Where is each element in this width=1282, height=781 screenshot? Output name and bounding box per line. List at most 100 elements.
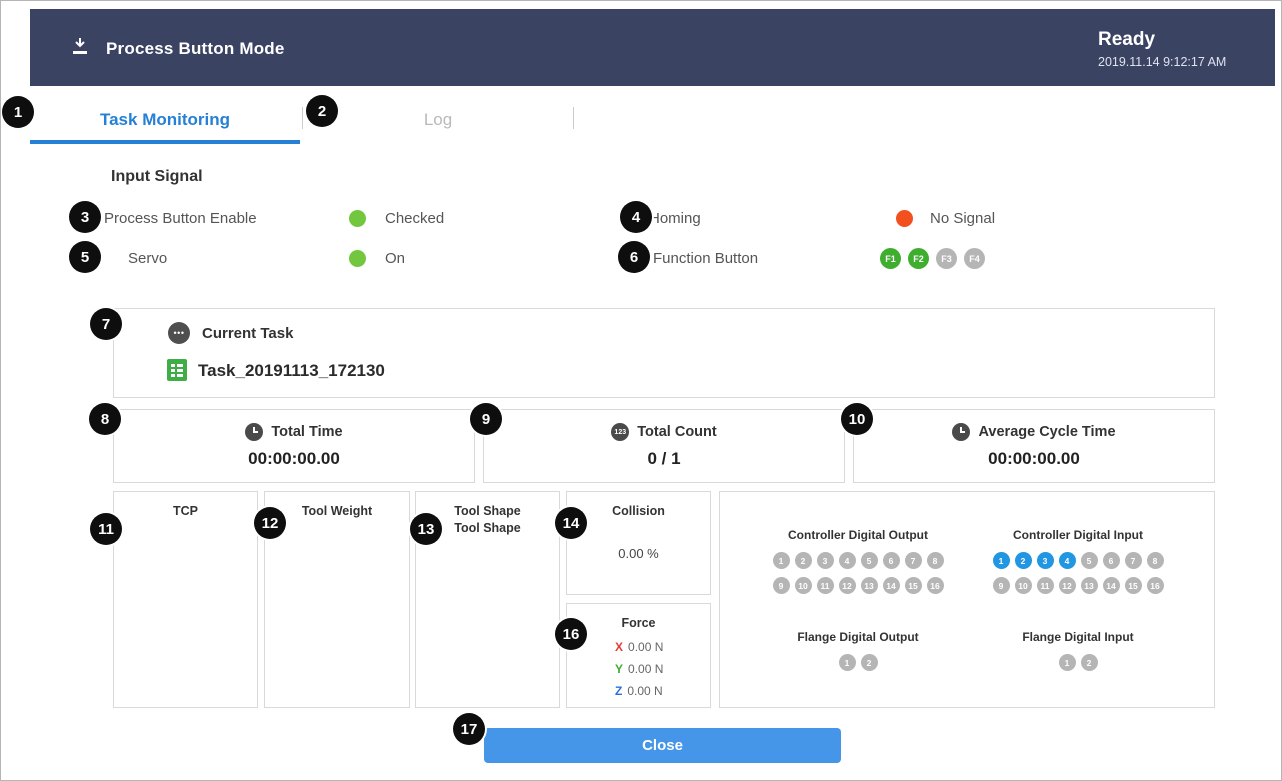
tool-shape-title: Tool Shape	[454, 504, 521, 518]
clock-icon	[245, 423, 264, 441]
force-values: X 0.00 N Y 0.00 N Z 0.00 N	[615, 640, 663, 706]
dio-circle-12: 12	[838, 577, 856, 594]
robot-status: Ready	[1098, 29, 1156, 50]
status-dot-servo	[349, 250, 366, 267]
dio-circle-15: 15	[1124, 577, 1142, 594]
dio-circle-1: 1	[772, 552, 790, 569]
callout-badge-7: 7	[90, 308, 122, 340]
dio-circle-9: 9	[992, 577, 1010, 594]
current-task-label: Current Task	[202, 325, 294, 342]
total-count-label: Total Count	[637, 424, 717, 440]
controller-digital-input-group: Controller Digital Input 1 2 3 4 5 6 7 8 9 10 11 12…	[968, 528, 1188, 594]
datetime: 2019.11.14 9:12:17 AM	[1098, 55, 1227, 69]
dio-circle-15: 15	[904, 577, 922, 594]
dio-circle-13: 13	[860, 577, 878, 594]
dio-circle-2: 2	[1014, 552, 1032, 569]
callout-badge-17: 17	[453, 713, 485, 745]
123-icon	[611, 423, 630, 441]
dio-circle-10: 10	[794, 577, 812, 594]
tab-log[interactable]: Log	[423, 110, 453, 129]
callout-badge-11: 11	[90, 513, 122, 545]
callout-badge-8: 8	[89, 403, 121, 435]
header-bar: Process Button Mode Ready 2019.11.14 9:1…	[30, 9, 1275, 86]
collision-panel: Collision 0.00 %	[566, 491, 711, 595]
tcp-panel: TCP	[113, 491, 258, 708]
force-row-x: X 0.00 N	[615, 640, 664, 654]
dio-circle-10: 10	[1014, 577, 1032, 594]
dio-circle-13: 13	[1080, 577, 1098, 594]
cycle-clock-icon	[952, 423, 971, 441]
label-servo: Servo	[128, 250, 168, 267]
callout-badge-14: 14	[555, 507, 587, 539]
controller-digital-output-circles: 1 2 3 4 5 6 7 8 9 10 11 12 13 14 15 16	[770, 552, 946, 594]
label-function-button: Function Button	[653, 250, 759, 267]
close-button[interactable]: Close	[484, 728, 841, 763]
dio-circle-3: 3	[1036, 552, 1054, 569]
tool-weight-title: Tool Weight	[301, 504, 373, 518]
dio-circle-1: 1	[992, 552, 1010, 569]
dio-circle-2: 2	[860, 654, 878, 671]
input-signal-title: Input Signal	[111, 168, 203, 185]
task-file-icon	[167, 359, 187, 386]
page-title: Process Button Mode	[106, 39, 285, 58]
dio-circle-7: 7	[1124, 552, 1142, 569]
dio-circle-1: 1	[1058, 654, 1076, 671]
current-task-panel: Current Task Task_20191113_172130	[113, 308, 1215, 398]
controller-digital-output-title: Controller Digital Output	[788, 528, 928, 542]
function-button-f4-indicator: F4	[964, 248, 985, 269]
average-cycle-time-value: 00:00:00.00	[988, 449, 1080, 468]
status-dot-homing	[896, 210, 913, 227]
status-text-homing: No Signal	[930, 210, 996, 227]
dio-circle-3: 3	[816, 552, 834, 569]
total-time-value: 00:00:00.00	[248, 449, 340, 468]
dio-circle-6: 6	[882, 552, 900, 569]
flange-digital-input-title: Flange Digital Input	[1022, 630, 1134, 644]
tab-task-monitoring[interactable]: Task Monitoring	[99, 110, 230, 129]
total-time-label: Total Time	[271, 424, 343, 440]
force-row-z: Z 0.00 N	[615, 684, 663, 698]
force-panel: Force X 0.00 N Y 0.00 N Z 0.00 N	[566, 603, 711, 708]
current-task-name: Task_20191113_172130	[198, 361, 385, 380]
dio-circle-5: 5	[860, 552, 878, 569]
label-process-button-enable: Process Button Enable	[104, 210, 257, 227]
dio-circle-7: 7	[904, 552, 922, 569]
dio-circle-8: 8	[926, 552, 944, 569]
dio-circle-11: 11	[1036, 577, 1054, 594]
dio-circle-14: 14	[882, 577, 900, 594]
callout-badge-13: 13	[410, 513, 442, 545]
dio-circle-11: 11	[816, 577, 834, 594]
dio-circle-5: 5	[1080, 552, 1098, 569]
average-cycle-time-label: Average Cycle Time	[978, 424, 1116, 440]
dio-circle-6: 6	[1102, 552, 1120, 569]
ellipsis-icon	[168, 322, 190, 344]
callout-badge-4: 4	[620, 201, 652, 233]
callout-badge-1: 1	[2, 96, 34, 128]
tab-separator	[302, 107, 303, 129]
dio-circle-4: 4	[838, 552, 856, 569]
dio-circle-14: 14	[1102, 577, 1120, 594]
callout-badge-2: 2	[306, 95, 338, 127]
tcp-title: TCP	[173, 504, 198, 518]
tool-shape-panel: Tool Shape Tool Shape	[415, 491, 560, 708]
total-count-value: 0 / 1	[647, 449, 681, 468]
callout-badge-3: 3	[69, 201, 101, 233]
tool-weight-panel: Tool Weight	[264, 491, 410, 708]
callout-badge-16: 16	[555, 618, 587, 650]
dio-circle-16: 16	[1146, 577, 1164, 594]
controller-digital-input-title: Controller Digital Input	[1013, 528, 1143, 542]
dio-circle-9: 9	[772, 577, 790, 594]
collision-title: Collision	[612, 504, 665, 518]
dio-circle-1: 1	[838, 654, 856, 671]
average-cycle-time-box: Average Cycle Time 00:00:00.00	[853, 409, 1215, 483]
dio-circle-12: 12	[1058, 577, 1076, 594]
controller-digital-input-circles: 1 2 3 4 5 6 7 8 9 10 11 12 13 14 15 16	[990, 552, 1166, 594]
status-dot-process-button-enable	[349, 210, 366, 227]
callout-badge-6: 6	[618, 241, 650, 273]
function-button-f2-indicator: F2	[908, 248, 929, 269]
tab-separator	[573, 107, 574, 129]
